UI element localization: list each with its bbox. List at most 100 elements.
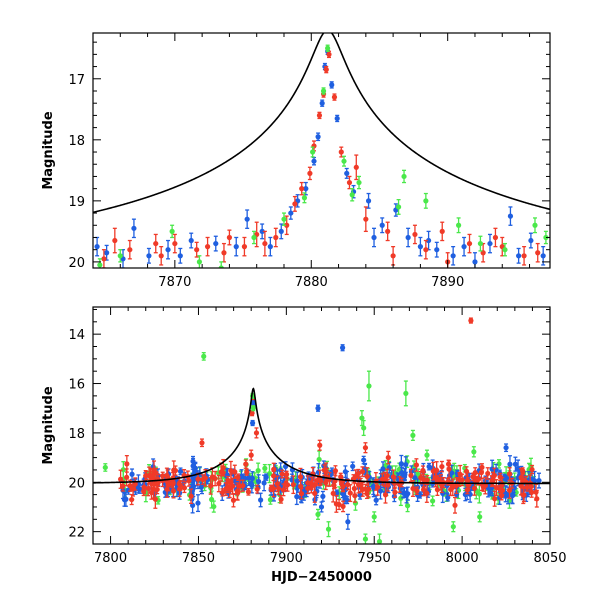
data-point-red	[434, 461, 440, 480]
plot-area	[93, 317, 550, 544]
data-point-blue	[405, 227, 411, 248]
data-point-green	[456, 217, 462, 234]
data-point-green	[315, 508, 321, 520]
y-tick-label: 18	[68, 134, 85, 149]
data-point-green	[250, 405, 256, 412]
data-point-red	[412, 224, 418, 245]
data-point-red	[298, 479, 304, 494]
data-point-blue	[426, 462, 432, 471]
data-point-red	[129, 493, 135, 506]
data-point-red	[480, 242, 486, 263]
data-point-blue	[445, 493, 451, 502]
data-point-red	[362, 442, 369, 454]
data-point-red	[340, 480, 346, 493]
data-point-red	[345, 478, 351, 491]
data-point-blue	[350, 461, 356, 472]
data-point-green	[325, 44, 331, 52]
data-point-red	[316, 111, 323, 120]
data-point-green	[403, 380, 409, 407]
data-point-red	[323, 65, 329, 74]
data-point-red	[181, 482, 188, 494]
data-point-green	[211, 500, 217, 513]
data-point-red	[271, 462, 277, 477]
data-point-blue	[258, 492, 264, 508]
data-point-blue	[288, 206, 294, 220]
plot-frame	[92, 32, 551, 269]
data-point-red	[521, 245, 527, 266]
y-tick-label: 18	[68, 427, 85, 442]
data-point-red	[479, 463, 485, 472]
data-point-red	[520, 467, 526, 475]
x-tick-label: 7880	[295, 275, 328, 290]
data-point-red	[331, 93, 338, 101]
data-point-red	[241, 236, 248, 257]
data-point-blue	[256, 474, 262, 489]
data-point-green	[424, 449, 430, 461]
x-axis-title: HJD−2450000	[271, 570, 372, 585]
data-point-blue	[259, 223, 265, 240]
data-point-red	[204, 236, 211, 257]
data-point-red	[529, 464, 535, 475]
data-point-blue	[94, 236, 100, 257]
data-point-red	[410, 480, 416, 497]
data-point-blue	[434, 241, 440, 258]
data-point-red	[248, 449, 254, 461]
data-point-green	[196, 255, 203, 268]
data-point-blue	[233, 236, 239, 257]
data-point-red	[273, 227, 279, 248]
y-tick-label: 19	[68, 195, 85, 210]
data-point-green	[395, 198, 402, 215]
data-point-red	[390, 245, 396, 266]
data-point-red	[535, 242, 541, 263]
data-point-green	[218, 261, 224, 268]
data-point-red	[506, 481, 513, 499]
data-point-red	[194, 241, 200, 258]
data-point-blue	[501, 473, 507, 481]
data-point-blue	[195, 494, 201, 513]
data-point-green	[169, 224, 175, 239]
data-point-red	[199, 438, 205, 448]
data-point-green	[201, 352, 207, 361]
data-point-red	[101, 249, 107, 268]
data-point-green	[404, 499, 411, 513]
data-point-red	[253, 427, 260, 439]
model-curve	[93, 387, 550, 485]
data-point-green	[477, 235, 484, 252]
data-point-green	[543, 230, 549, 245]
data-point-blue	[146, 247, 152, 264]
data-point-blue	[398, 454, 404, 473]
data-point-blue	[512, 456, 518, 472]
data-point-red	[492, 227, 499, 248]
data-point-red	[284, 215, 290, 236]
data-point-blue	[371, 227, 377, 248]
data-point-green	[301, 192, 308, 204]
data-point-red	[363, 206, 369, 233]
x-tick-label: 7850	[182, 551, 215, 566]
data-point-red	[533, 483, 539, 501]
data-point-blue	[503, 443, 509, 453]
data-point-green	[496, 459, 502, 469]
data-point-blue	[120, 249, 126, 268]
data-point-red	[381, 471, 388, 487]
data-point-red	[243, 459, 249, 469]
data-point-red	[392, 486, 398, 498]
data-point-red	[499, 236, 505, 257]
data-point-red	[153, 233, 159, 254]
data-point-red	[452, 496, 458, 514]
data-point-blue	[461, 236, 467, 257]
data-point-blue	[405, 486, 411, 501]
x-tick-label: 8050	[533, 551, 566, 566]
data-point-green	[316, 450, 322, 469]
data-point-red	[219, 488, 226, 497]
data-point-red	[340, 500, 346, 513]
data-point-red	[468, 317, 474, 324]
data-point-green	[251, 230, 257, 245]
data-point-green	[262, 463, 268, 473]
data-point-red	[485, 467, 491, 480]
data-point-red	[292, 195, 298, 212]
data-point-green	[376, 533, 383, 544]
data-point-blue	[516, 247, 522, 264]
data-point-blue	[311, 156, 317, 166]
data-point-red	[172, 465, 179, 476]
data-point-red	[414, 486, 420, 496]
